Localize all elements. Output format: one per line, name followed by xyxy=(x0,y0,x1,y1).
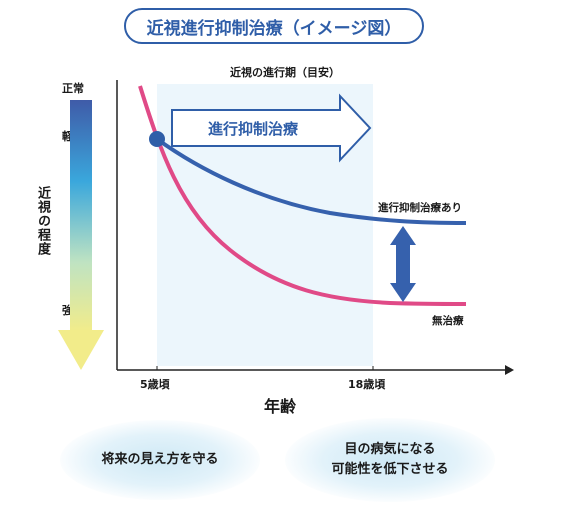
progression-period-caption: 近視の進行期（目安） xyxy=(230,66,340,79)
note-protect-vision-text: 将来の見え方を守る xyxy=(101,451,219,467)
treated-curve xyxy=(155,137,467,225)
treatment-arrow xyxy=(171,93,372,163)
diagram-title: 近視進行抑制治療（イメージ図） xyxy=(124,8,424,44)
note-reduce-disease-risk-line2: 可能性を低下させる xyxy=(331,462,449,477)
note-protect-vision: 将来の見え方を守る xyxy=(60,420,260,500)
treatment-start-point xyxy=(149,131,165,147)
untreated-curve xyxy=(138,85,467,306)
x-axis-title: 年齢 xyxy=(263,397,296,416)
note-reduce-disease-risk: 目の病気になる 可能性を低下させる xyxy=(285,418,495,502)
level-normal-label: 正常 xyxy=(62,82,84,95)
difference-double-arrow xyxy=(390,226,416,302)
y-axis-title: 近視の程度 xyxy=(35,186,50,256)
x-tick-18: 18歳頃 xyxy=(348,378,386,391)
note-reduce-disease-risk-line1: 目の病気になる xyxy=(344,441,436,457)
severity-gradient-arrow xyxy=(58,100,104,370)
untreated-curve-label: 無治療 xyxy=(432,315,464,327)
treatment-arrow-label: 進行抑制治療 xyxy=(208,120,299,138)
axes xyxy=(116,80,514,375)
x-tick-5: 5歳頃 xyxy=(140,378,170,391)
treated-curve-label: 進行抑制治療あり xyxy=(378,202,462,214)
